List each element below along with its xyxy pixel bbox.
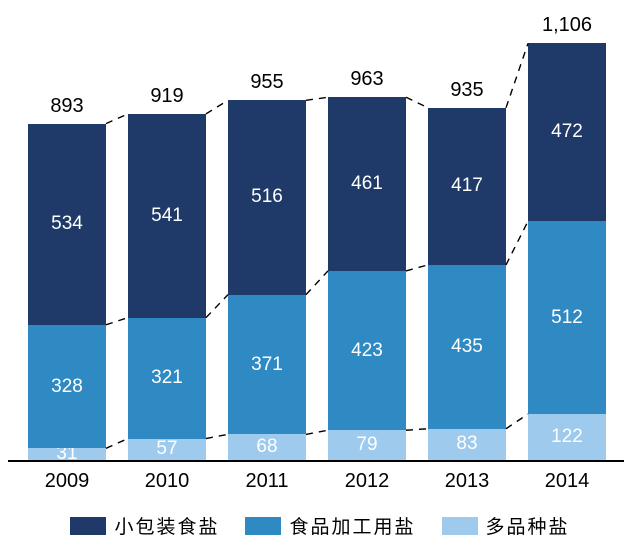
connector-line (206, 100, 228, 114)
legend-label: 食品加工用盐 (289, 512, 415, 539)
connector-line (206, 434, 228, 438)
boundary-connectors (20, 8, 620, 460)
connector-line (506, 414, 528, 429)
connector-line (106, 439, 128, 449)
x-axis-line (8, 460, 624, 462)
legend-item-multi: 多品种盐 (442, 512, 570, 539)
x-tick-label: 2010 (128, 470, 206, 493)
x-tick-label: 2014 (528, 470, 606, 493)
legend-item-small: 小包装食盐 (70, 512, 219, 539)
x-tick-label: 2012 (328, 470, 406, 493)
connector-line (106, 318, 128, 325)
x-tick-label: 2011 (228, 470, 306, 493)
legend: 小包装食盐 食品加工用盐 多品种盐 (0, 512, 640, 539)
connector-line (306, 97, 328, 100)
connector-line (406, 429, 428, 431)
x-tick-label: 2013 (428, 470, 506, 493)
connector-line (506, 43, 528, 107)
connector-line (506, 221, 528, 265)
connector-line (306, 430, 328, 434)
connector-line (306, 271, 328, 295)
connector-line (106, 114, 128, 124)
salt-sales-stacked-bar-chart: 3132853489357321541919683715169557942346… (0, 0, 640, 548)
connector-line (406, 97, 428, 108)
legend-label: 小包装食盐 (114, 512, 219, 539)
plot-area: 3132853489357321541919683715169557942346… (20, 8, 620, 460)
legend-swatch (442, 517, 478, 535)
x-tick-label: 2009 (28, 470, 106, 493)
legend-label: 多品种盐 (486, 512, 570, 539)
connector-line (206, 295, 228, 318)
legend-swatch (245, 517, 281, 535)
connector-line (406, 265, 428, 271)
legend-item-process: 食品加工用盐 (245, 512, 415, 539)
legend-swatch (70, 517, 106, 535)
